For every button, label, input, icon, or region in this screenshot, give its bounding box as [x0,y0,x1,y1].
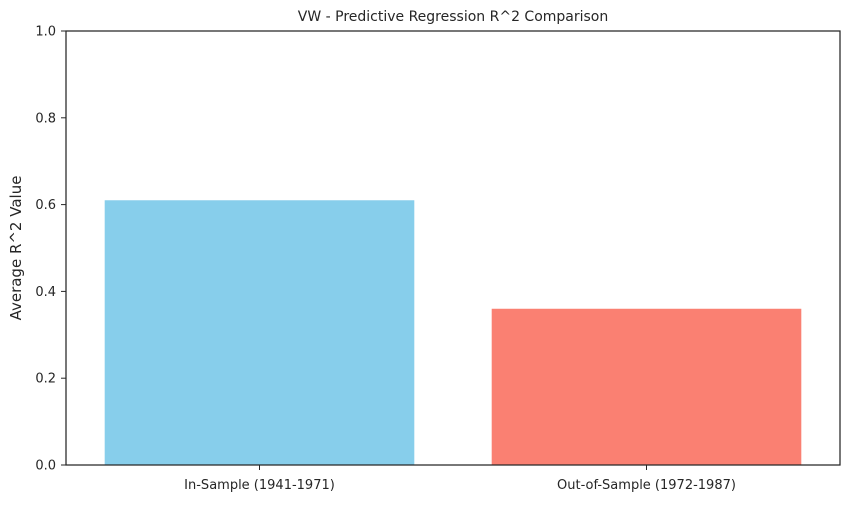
plot-frame [65,30,841,466]
x-ticks-group: In-Sample (1941-1971) Out-of-Sample (1972… [184,465,736,493]
x-tick-label: In-Sample (1941-1971) [184,478,335,493]
bars-group [104,200,802,465]
chart-title: VW - Predictive Regression R^2 Compariso… [298,9,609,25]
y-tick-label: 0.4 [35,285,56,300]
y-axis-label: Average R^2 Value [7,176,25,321]
x-tick-label: Out-of-Sample (1972-1987) [557,478,736,493]
bar-1 [104,200,415,465]
bar-2 [491,308,802,465]
y-tick-label: 1.0 [35,25,56,40]
y-ticks-group: 0.0 0.2 0.4 0.6 0.8 1.0 [35,25,66,474]
y-tick-label: 0.8 [35,111,56,126]
y-tick-label: 0.6 [35,198,56,213]
y-tick-label: 0.2 [35,372,56,387]
y-tick-label: 0.0 [35,459,56,474]
